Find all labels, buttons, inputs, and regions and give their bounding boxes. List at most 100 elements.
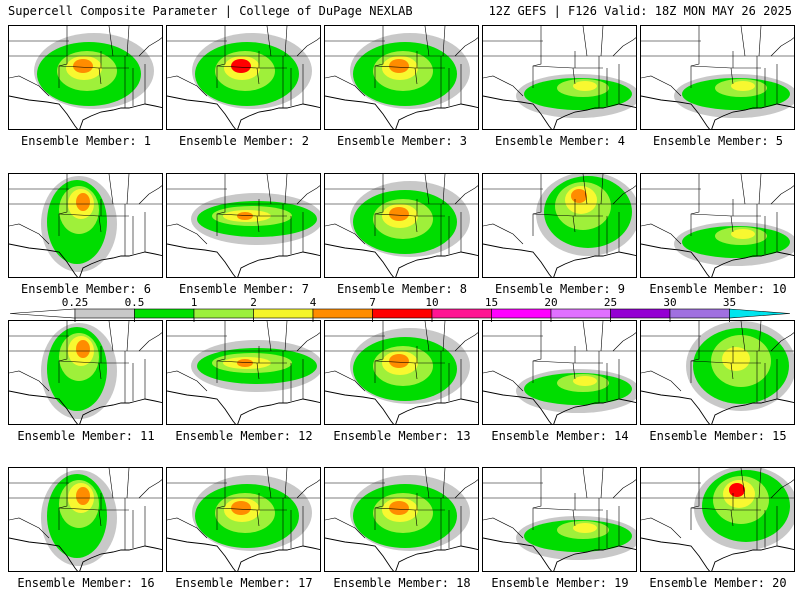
scp-map <box>641 26 794 129</box>
scp-map <box>641 174 794 277</box>
state-border <box>9 370 50 392</box>
scp-contour-fill <box>237 359 253 367</box>
state-border <box>325 75 366 97</box>
state-border <box>464 185 478 195</box>
map-panel <box>166 320 321 425</box>
state-border <box>600 468 604 499</box>
scp-contour-fill <box>731 229 755 239</box>
scp-map <box>9 26 162 129</box>
colorbar-tick-label: 25 <box>603 296 618 309</box>
member-label: Ensemble Member: 12 <box>175 429 313 443</box>
state-border <box>325 223 366 245</box>
state-border <box>442 468 446 499</box>
state-border <box>325 370 366 392</box>
state-border <box>424 174 430 205</box>
state-border <box>9 223 50 245</box>
state-border <box>780 37 794 47</box>
member-label: Ensemble Member: 2 <box>178 134 310 148</box>
colorbar-segment <box>193 308 254 319</box>
scp-map <box>9 468 162 571</box>
state-border <box>582 26 588 57</box>
colorbar-segment <box>134 308 195 319</box>
state-border <box>148 332 162 342</box>
state-border <box>216 321 226 383</box>
colorbar-tick-label: 35 <box>722 296 737 309</box>
member-label: Ensemble Member: 11 <box>17 429 155 443</box>
state-border <box>740 26 746 57</box>
state-border <box>167 223 208 245</box>
state-border <box>126 26 130 57</box>
coastline <box>483 243 636 277</box>
map-panel <box>482 25 637 130</box>
scp-map <box>9 321 162 424</box>
scp-map <box>167 174 320 277</box>
state-border <box>216 468 226 530</box>
state-border <box>612 487 624 499</box>
scp-contour-fill <box>231 59 251 73</box>
member-label: Ensemble Member: 16 <box>17 576 155 590</box>
scp-map <box>167 468 320 571</box>
colorbar-left-arrow <box>10 308 76 319</box>
state-border <box>758 26 762 57</box>
state-border <box>306 332 320 342</box>
state-border <box>483 223 524 245</box>
state-border <box>284 468 288 499</box>
state-border <box>148 185 162 195</box>
state-border <box>740 321 746 352</box>
coastline <box>641 537 794 571</box>
coastline <box>483 537 636 571</box>
coastline <box>9 243 162 277</box>
member-label: Ensemble Member: 3 <box>336 134 468 148</box>
scp-map <box>325 26 478 129</box>
state-border <box>266 174 272 205</box>
state-border <box>740 468 746 499</box>
colorbar-segment <box>491 308 552 319</box>
state-border <box>641 75 682 97</box>
scp-contour-fill <box>729 483 745 497</box>
colorbar-tick-label: 0.5 <box>124 296 145 309</box>
scp-contour-fill <box>573 523 597 533</box>
state-border <box>9 75 50 97</box>
map-panel <box>8 320 163 425</box>
state-border <box>216 26 226 88</box>
state-border <box>126 321 130 352</box>
scp-map <box>167 321 320 424</box>
state-border <box>306 37 320 47</box>
coastline <box>325 390 478 424</box>
state-border <box>600 321 604 352</box>
state-border <box>284 26 288 57</box>
state-border <box>442 321 446 352</box>
colorbar-segment <box>372 308 433 319</box>
state-border <box>532 321 542 383</box>
header-valid-time: 12Z GEFS | F126 Valid: 18Z MON MAY 26 20… <box>488 4 792 18</box>
colorbar-tick-label: 7 <box>369 296 376 309</box>
state-border <box>374 26 384 88</box>
coastline <box>641 95 794 129</box>
member-label: Ensemble Member: 4 <box>494 134 626 148</box>
coastline <box>9 537 162 571</box>
state-border <box>770 487 782 499</box>
state-border <box>284 321 288 352</box>
colorbar-tick-label: 15 <box>484 296 499 309</box>
state-border <box>780 332 794 342</box>
member-label: Ensemble Member: 13 <box>333 429 471 443</box>
scp-contour-fill <box>73 59 93 73</box>
state-border <box>58 468 68 530</box>
colorbar-tick-label: 30 <box>663 296 677 309</box>
map-panel <box>482 467 637 572</box>
scp-contour-fill <box>76 340 90 358</box>
map-panel <box>640 25 795 130</box>
member-label: Ensemble Member: 14 <box>491 429 629 443</box>
coastline <box>167 95 320 129</box>
state-border <box>582 174 588 205</box>
state-border <box>296 193 308 205</box>
state-border <box>424 321 430 352</box>
member-label: Ensemble Member: 6 <box>20 282 152 296</box>
scp-contour-fill <box>573 376 597 386</box>
colorbar-tick-label: 0.25 <box>61 296 89 309</box>
state-border <box>483 517 524 539</box>
state-border <box>464 332 478 342</box>
scp-contour-fill <box>76 487 90 505</box>
member-label: Ensemble Member: 8 <box>336 282 468 296</box>
member-label: Ensemble Member: 9 <box>494 282 626 296</box>
